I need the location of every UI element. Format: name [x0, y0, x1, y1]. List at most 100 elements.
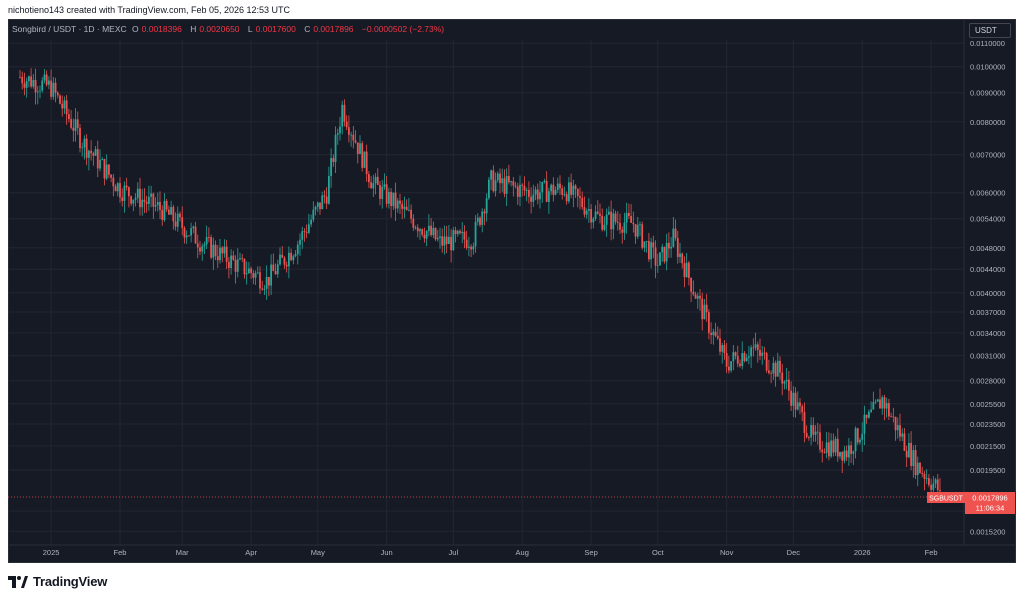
candle-down [821, 449, 824, 453]
candle-up [192, 226, 195, 229]
candle-down [701, 298, 704, 320]
y-tick-label: 0.0048000 [970, 244, 1005, 253]
candle-down [805, 433, 808, 438]
candle-up [372, 183, 375, 189]
candle-up [539, 192, 541, 200]
candle-up [554, 190, 557, 195]
candle-up [556, 183, 559, 191]
candle-down [770, 372, 773, 374]
candle-down [423, 234, 426, 239]
candle-down [465, 239, 468, 248]
candle-up [419, 229, 421, 232]
candle-up [263, 288, 266, 290]
candle-up [481, 211, 484, 225]
chart-frame[interactable] [8, 19, 1016, 563]
candle-down [676, 238, 679, 257]
candle-up [363, 151, 366, 168]
candle-up [505, 176, 508, 194]
candle-up [321, 195, 324, 210]
candle-up [825, 442, 828, 453]
candle-down [214, 244, 217, 257]
candle-down [21, 77, 24, 84]
candle-down [152, 193, 155, 207]
candle-up [136, 188, 139, 198]
candle-down [652, 242, 655, 248]
candle-down [794, 392, 797, 410]
candle-up [176, 213, 179, 227]
candle-up [307, 224, 310, 233]
candle-up [907, 442, 910, 458]
candle-down [576, 189, 579, 197]
candle-up [74, 119, 77, 131]
candle-up [254, 273, 257, 278]
candle-down [59, 95, 61, 104]
candle-up [299, 239, 301, 245]
candle-up [532, 194, 535, 202]
candle-up [607, 211, 610, 215]
candle-up [745, 357, 748, 362]
candle-up [472, 246, 475, 250]
candle-down [399, 200, 401, 204]
candle-up [592, 218, 595, 223]
candle-down [570, 182, 573, 195]
y-tick-label: 0.0110000 [970, 39, 1005, 48]
candle-down [259, 272, 261, 289]
candle-up [381, 186, 384, 199]
candle-down [621, 229, 624, 233]
candle-up [185, 235, 188, 238]
candle-up [541, 181, 544, 193]
candle-down [72, 127, 75, 131]
candle-up [934, 479, 937, 484]
candle-down [674, 228, 677, 239]
candle-up [643, 241, 646, 248]
candle-up [496, 173, 499, 181]
ticker-label: SGBUSDT [929, 496, 964, 503]
candle-up [594, 211, 597, 219]
close-value: 0.0017896 [313, 24, 354, 34]
candle-down [832, 440, 835, 453]
symbol-name[interactable]: Songbird / USDT · 1D · MEXC [12, 24, 127, 34]
candle-up [741, 353, 744, 366]
candle-up [359, 143, 361, 155]
tradingview-logo-text: TradingView [33, 574, 108, 589]
candle-down [352, 134, 355, 141]
y-tick-label: 0.0021500 [970, 442, 1005, 451]
candle-up [501, 178, 504, 184]
candle-down [527, 189, 530, 197]
candle-down [752, 347, 755, 349]
candle-down [799, 402, 801, 407]
candle-down [183, 228, 186, 238]
candle-down [581, 197, 584, 208]
candle-up [881, 397, 884, 409]
currency-button[interactable]: USDT [969, 23, 1011, 38]
candle-down [103, 159, 106, 179]
candle-up [101, 159, 104, 160]
candle-down [736, 355, 739, 364]
candle-down [887, 403, 890, 417]
candle-up [27, 76, 30, 82]
candle-up [467, 246, 470, 248]
candle-down [514, 185, 517, 187]
candle-up [52, 82, 55, 97]
candle-down [719, 338, 721, 352]
candle-up [312, 209, 315, 220]
price-badge [965, 492, 1015, 514]
candle-down [54, 82, 57, 93]
candle-down [194, 226, 197, 244]
candle-up [41, 80, 44, 91]
bar-countdown: 11:06:34 [976, 504, 1005, 513]
candle-up [547, 191, 550, 202]
candle-up [132, 199, 135, 204]
tradingview-logo[interactable]: TradingView [8, 574, 107, 589]
candle-up [447, 236, 450, 245]
candle-down [323, 195, 326, 197]
candle-down [590, 209, 593, 223]
candle-down [367, 174, 370, 183]
candle-down [856, 428, 859, 443]
candle-up [134, 197, 137, 200]
candle-down [114, 186, 117, 192]
x-tick-label: 2025 [43, 548, 60, 557]
candle-down [845, 450, 848, 458]
candle-up [94, 149, 97, 156]
